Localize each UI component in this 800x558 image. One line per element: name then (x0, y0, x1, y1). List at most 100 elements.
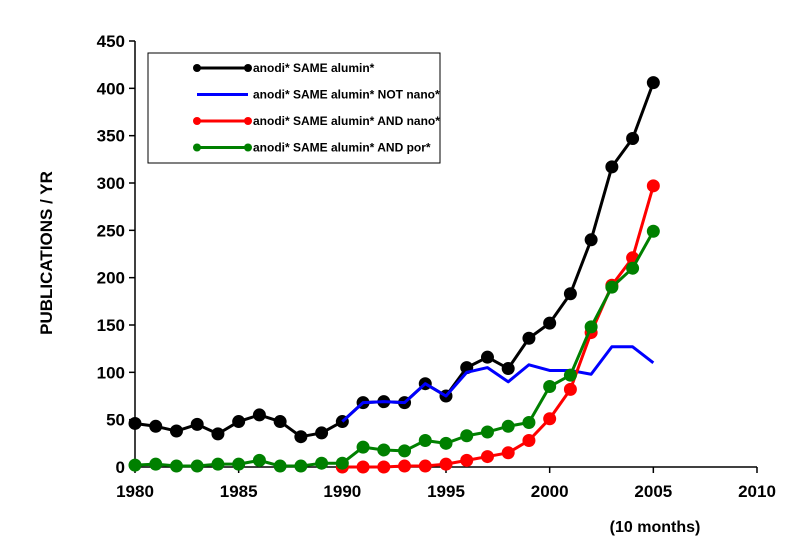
y-tick-label: 300 (97, 174, 125, 193)
data-point (169, 424, 183, 438)
data-point (418, 459, 432, 473)
y-tick-group: 0 50 100 150 200 250 300 350 400 450 (97, 32, 135, 477)
data-point (605, 160, 619, 174)
data-point (335, 456, 349, 470)
annotation-10-months: (10 months) (610, 519, 701, 536)
data-point (252, 453, 266, 467)
data-point (543, 316, 557, 330)
data-point (522, 416, 536, 430)
legend-label: anodi* SAME alumin* NOT nano* (253, 88, 440, 102)
plot-area: 0 50 100 150 200 250 300 350 400 450 1980 1985 1990… (97, 32, 776, 501)
data-point (480, 450, 494, 464)
data-point (439, 457, 453, 471)
x-tick-label: 1995 (427, 482, 465, 501)
legend-entry: anodi* SAME alumin* AND por* (193, 141, 431, 155)
data-point (356, 440, 370, 454)
data-point (128, 416, 142, 430)
data-point (252, 408, 266, 422)
data-point (646, 224, 660, 238)
data-point (522, 433, 536, 447)
data-point (211, 427, 225, 441)
legend-entry: anodi* SAME alumin* AND nano* (193, 114, 440, 128)
data-point (480, 425, 494, 439)
data-point (626, 261, 640, 275)
y-tick-label: 250 (97, 221, 125, 240)
data-point (211, 457, 225, 471)
data-point (190, 459, 204, 473)
legend-marker (193, 64, 201, 72)
data-point (646, 179, 660, 193)
series-line (341, 345, 655, 423)
data-point (273, 415, 287, 429)
data-point (563, 287, 577, 301)
legend-label: anodi* SAME alumin* (253, 61, 375, 75)
data-point (294, 430, 308, 444)
legend-marker (244, 143, 252, 152)
series-1 (341, 345, 655, 423)
data-point (418, 433, 432, 447)
data-point (501, 419, 515, 433)
y-tick-label: 50 (106, 411, 125, 430)
series-line (342, 185, 655, 469)
legend: anodi* SAME alumin* anodi* SAME alumin* N… (147, 52, 441, 164)
data-point (543, 412, 557, 426)
y-tick-label: 0 (116, 458, 125, 477)
data-point (315, 426, 329, 440)
data-point (439, 436, 453, 450)
data-point (563, 382, 577, 396)
data-point (149, 419, 163, 433)
data-point (128, 458, 142, 472)
data-point (398, 444, 412, 458)
data-point (646, 76, 660, 90)
data-point (563, 368, 577, 382)
data-point (273, 459, 287, 473)
data-point (315, 456, 329, 470)
data-point (522, 331, 536, 345)
data-point (460, 453, 474, 467)
x-tick-label: 1990 (323, 482, 361, 501)
series-3 (128, 224, 660, 473)
x-tick-label: 1980 (116, 482, 154, 501)
data-point (294, 459, 308, 473)
data-point (480, 350, 494, 364)
data-point (605, 280, 619, 294)
data-point (501, 446, 515, 460)
series-layer (128, 76, 660, 474)
legend-marker (193, 117, 201, 125)
data-point (501, 362, 515, 376)
data-point (190, 417, 204, 431)
legend-entry: anodi* SAME alumin* (193, 61, 375, 75)
data-point (232, 415, 246, 429)
y-tick-label: 350 (97, 127, 125, 146)
legend-marker (244, 64, 252, 72)
data-point (169, 459, 183, 473)
data-point (584, 233, 598, 247)
data-point (232, 457, 246, 471)
legend-marker (193, 143, 201, 152)
x-tick-label: 2000 (531, 482, 569, 501)
legend-label: anodi* SAME alumin* AND nano* (253, 114, 440, 128)
y-tick-label: 100 (97, 363, 125, 382)
x-tick-label: 2005 (634, 482, 672, 501)
x-tick-label: 2010 (738, 482, 776, 501)
y-tick-label: 150 (97, 316, 125, 335)
data-point (377, 460, 391, 474)
data-point (377, 443, 391, 457)
data-point (356, 460, 370, 474)
legend-marker (244, 117, 252, 125)
y-tick-label: 200 (97, 269, 125, 288)
y-tick-label: 400 (97, 79, 125, 98)
x-tick-label: 1985 (220, 482, 258, 501)
legend-entry: anodi* SAME alumin* NOT nano* (197, 88, 440, 102)
data-point (543, 380, 557, 394)
data-point (584, 320, 598, 334)
y-axis-title: PUBLICATIONS / YR (37, 171, 56, 335)
data-point (149, 457, 163, 471)
data-point (398, 459, 412, 473)
y-tick-label: 450 (97, 32, 125, 51)
data-point (626, 132, 640, 146)
data-point (460, 429, 474, 443)
legend-label: anodi* SAME alumin* AND por* (253, 141, 431, 155)
x-tick-group: 1980 1985 1990 1995 2000 2005 2010 (116, 467, 776, 501)
